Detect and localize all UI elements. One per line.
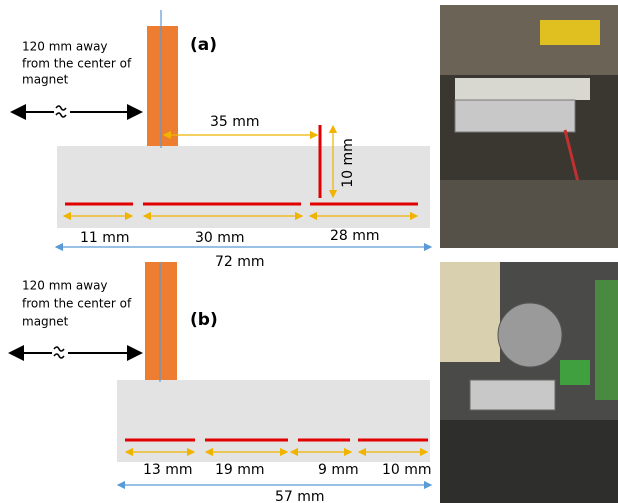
note: 120 mm away (22, 40, 108, 54)
break (54, 104, 70, 120)
substrate (117, 380, 430, 462)
photo-b (440, 262, 618, 503)
magnet (145, 262, 177, 380)
dimension: 57 mm (275, 489, 325, 503)
note: 120 mm away (22, 279, 108, 293)
panel-a: 120 mm away from the center of magnet (a… (12, 10, 431, 270)
magnet (147, 26, 178, 146)
break (52, 345, 68, 361)
dimension: 30 mm (195, 230, 245, 246)
dimension: 19 mm (215, 462, 265, 478)
dimension: 13 mm (143, 462, 193, 478)
note: magnet (22, 73, 69, 87)
panel-label: (a) (190, 35, 217, 55)
panel-b: 120 mm away from the center of magnet (b… (10, 262, 432, 503)
dimension: 11 mm (80, 230, 130, 246)
note: from the center of (22, 57, 132, 71)
photo-a (440, 5, 618, 248)
note: magnet (22, 315, 69, 329)
dimension: 35 mm (210, 114, 260, 130)
dimension: 28 mm (330, 228, 380, 244)
figure: 120 mm away from the center of magnet (a… (0, 0, 618, 503)
dimension: 10 mm (340, 138, 356, 188)
dimension: 9 mm (318, 462, 359, 478)
panel-label: (b) (190, 310, 218, 330)
note: from the center of (22, 297, 132, 311)
dimension: 72 mm (215, 254, 265, 270)
dimension: 10 mm (382, 462, 432, 478)
